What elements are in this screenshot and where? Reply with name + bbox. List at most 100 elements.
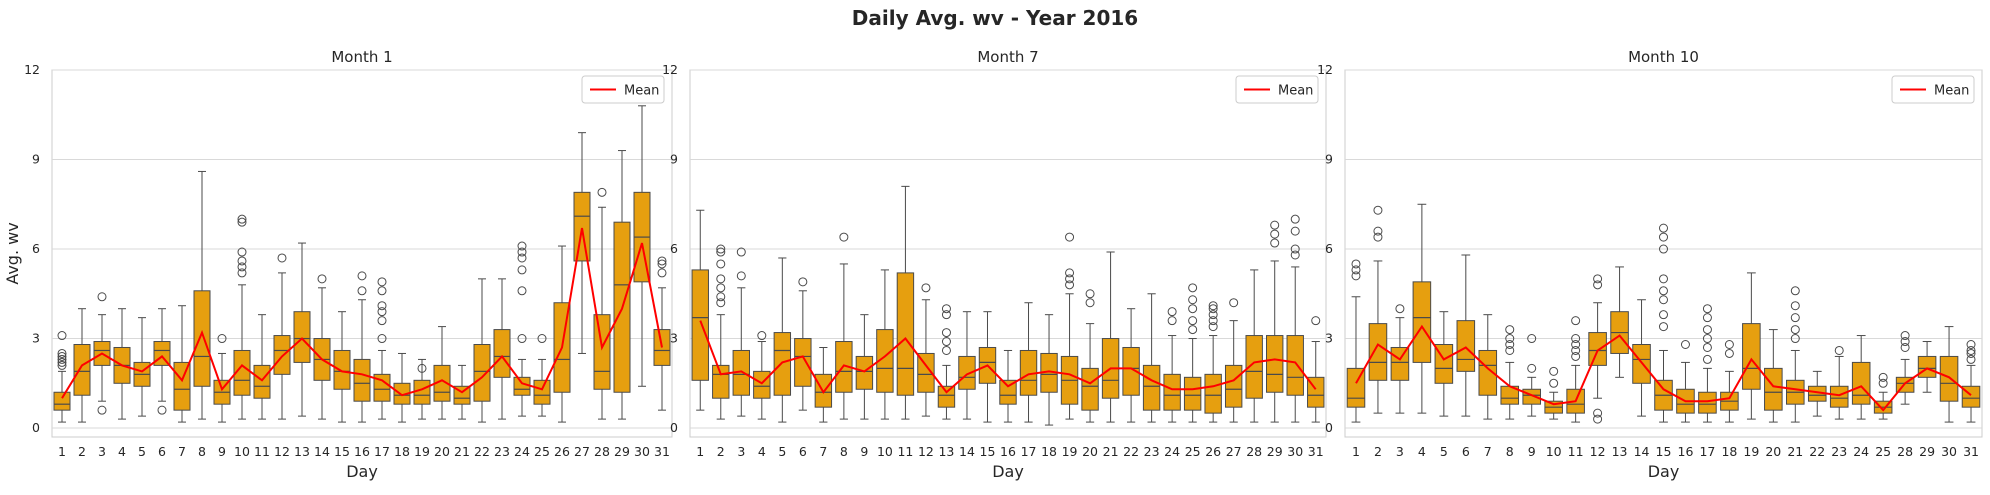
box xyxy=(573,191,591,262)
x-tick-label: 18 xyxy=(1041,444,1057,459)
x-tick-label: 5 xyxy=(778,444,786,459)
outlier-point xyxy=(1659,322,1668,332)
y-tick-label: 3 xyxy=(32,331,40,346)
box xyxy=(1286,335,1304,396)
outlier-point xyxy=(237,262,247,272)
x-tick-label: 23 xyxy=(494,444,510,459)
outlier-point xyxy=(1659,244,1668,254)
outlier-point xyxy=(1085,298,1095,308)
box xyxy=(1851,361,1871,405)
x-tick-label: 26 xyxy=(554,444,570,459)
outlier-point xyxy=(377,307,387,317)
outlier-point xyxy=(317,274,327,284)
x-tick-label: 3 xyxy=(1396,444,1404,459)
outlier-point xyxy=(941,328,951,338)
outlier-point xyxy=(1311,316,1321,326)
x-tick-label: 19 xyxy=(1062,444,1078,459)
outlier-point xyxy=(941,310,951,320)
y-tick-label: 12 xyxy=(662,62,678,77)
outlier-point xyxy=(1790,313,1800,323)
box xyxy=(1245,335,1263,399)
x-tick-label: 13 xyxy=(294,444,310,459)
x-tick-label: 25 xyxy=(1185,444,1201,459)
outlier-point xyxy=(941,345,951,355)
outlier-point xyxy=(1659,274,1668,284)
outlier-point xyxy=(921,283,931,293)
outlier-point xyxy=(1702,313,1712,323)
outlier-point xyxy=(237,256,247,266)
outlier-point xyxy=(1395,304,1405,314)
outlier-point xyxy=(1549,366,1559,376)
box xyxy=(1081,367,1099,411)
outlier-point xyxy=(1188,325,1198,335)
box xyxy=(794,338,812,387)
outlier-point xyxy=(1571,340,1581,350)
outlier-point xyxy=(757,331,767,341)
box xyxy=(1764,367,1783,411)
outlier-point xyxy=(1593,280,1603,290)
x-tick-label: 20 xyxy=(1765,444,1781,459)
outlier-point xyxy=(97,405,107,415)
outlier-point xyxy=(941,337,951,347)
box xyxy=(73,344,91,396)
y-tick-label: 6 xyxy=(670,241,678,256)
outlier-point xyxy=(1702,334,1712,344)
outlier-point xyxy=(1065,280,1075,290)
outlier-point xyxy=(1878,378,1888,388)
outlier-point xyxy=(1085,289,1095,299)
x-tick-label: 26 xyxy=(1205,444,1221,459)
outlier-point xyxy=(537,334,547,344)
y-tick-label: 12 xyxy=(1317,62,1333,77)
x-tick-label: 8 xyxy=(840,444,848,459)
outlier-point xyxy=(57,357,67,367)
box xyxy=(353,358,371,402)
y-tick-label: 3 xyxy=(1325,331,1333,346)
x-tick-label: 14 xyxy=(314,444,330,459)
x-tick-label: 17 xyxy=(1699,444,1715,459)
x-tick-label: 4 xyxy=(758,444,766,459)
outlier-point xyxy=(517,265,527,275)
outlier-point xyxy=(1167,316,1177,326)
panel-title: Month 7 xyxy=(977,48,1038,66)
x-tick-label: 24 xyxy=(514,444,530,459)
box xyxy=(593,314,611,390)
outlier-point xyxy=(1505,325,1515,335)
x-tick-label: 14 xyxy=(1634,444,1650,459)
outlier-point xyxy=(1208,310,1218,320)
outlier-point xyxy=(1659,286,1668,296)
box xyxy=(1742,323,1761,390)
outlier-point xyxy=(1659,310,1668,320)
x-tick-label: 23 xyxy=(1144,444,1160,459)
outlier-point xyxy=(517,253,527,263)
outlier-point xyxy=(277,253,287,263)
outlier-point xyxy=(1208,316,1218,326)
x-tick-label: 5 xyxy=(138,444,146,459)
legend-label-mean: Mean xyxy=(1934,84,1969,99)
y-tick-label: 6 xyxy=(1325,241,1333,256)
x-tick-label: 25 xyxy=(1875,444,1891,459)
x-tick-label: 25 xyxy=(534,444,550,459)
x-tick-label: 28 xyxy=(1246,444,1262,459)
outlier-point xyxy=(657,256,667,266)
x-tick-label: 21 xyxy=(454,444,470,459)
outlier-point xyxy=(517,334,527,344)
x-tick-label: 22 xyxy=(474,444,490,459)
outlier-point xyxy=(1571,316,1581,326)
legend-box xyxy=(1235,75,1319,104)
outlier-point xyxy=(1680,340,1690,350)
x-tick-label: 8 xyxy=(198,444,206,459)
outlier-point xyxy=(1065,274,1075,284)
outlier-point xyxy=(1571,334,1581,344)
x-tick-label: 16 xyxy=(1678,444,1694,459)
outlier-point xyxy=(1571,345,1581,355)
outlier-point xyxy=(1373,232,1383,242)
outlier-point xyxy=(517,241,527,251)
x-tick-label: 16 xyxy=(1000,444,1016,459)
box xyxy=(293,311,311,363)
box xyxy=(1266,335,1284,393)
outlier-point xyxy=(716,298,726,308)
x-tick-label: 3 xyxy=(98,444,106,459)
outlier-point xyxy=(417,363,427,373)
x-tick-label: 18 xyxy=(394,444,410,459)
panel-title: Month 10 xyxy=(1628,48,1699,66)
